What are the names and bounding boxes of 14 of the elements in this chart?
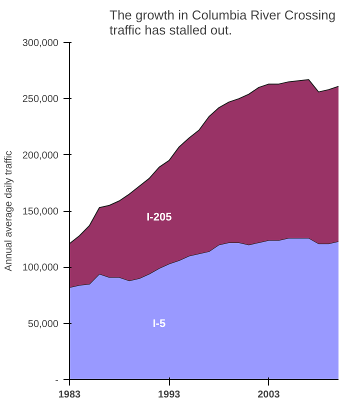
y-tick-label: 300,000	[22, 38, 59, 49]
x-tick-label: 1993	[158, 390, 181, 400]
y-tick-label: 250,000	[22, 94, 59, 106]
x-tick-label: 1983	[58, 390, 82, 400]
y-tick-label: 100,000	[22, 262, 59, 274]
x-tick-label: 2003	[258, 390, 280, 400]
series-label: I-5	[152, 318, 166, 330]
y-tick-label: 200,000	[22, 150, 59, 162]
y-tick-label: 50,000	[28, 318, 59, 330]
y-tick-label: 150,000	[22, 206, 59, 218]
chart-title: The growth in Columbia River Crossing traffic has stalled out.	[110, 8, 336, 38]
y-tick-label: -	[55, 375, 59, 386]
y-axis-title: Annual average daily traffic	[3, 150, 14, 272]
series-label: I-205	[146, 212, 172, 224]
